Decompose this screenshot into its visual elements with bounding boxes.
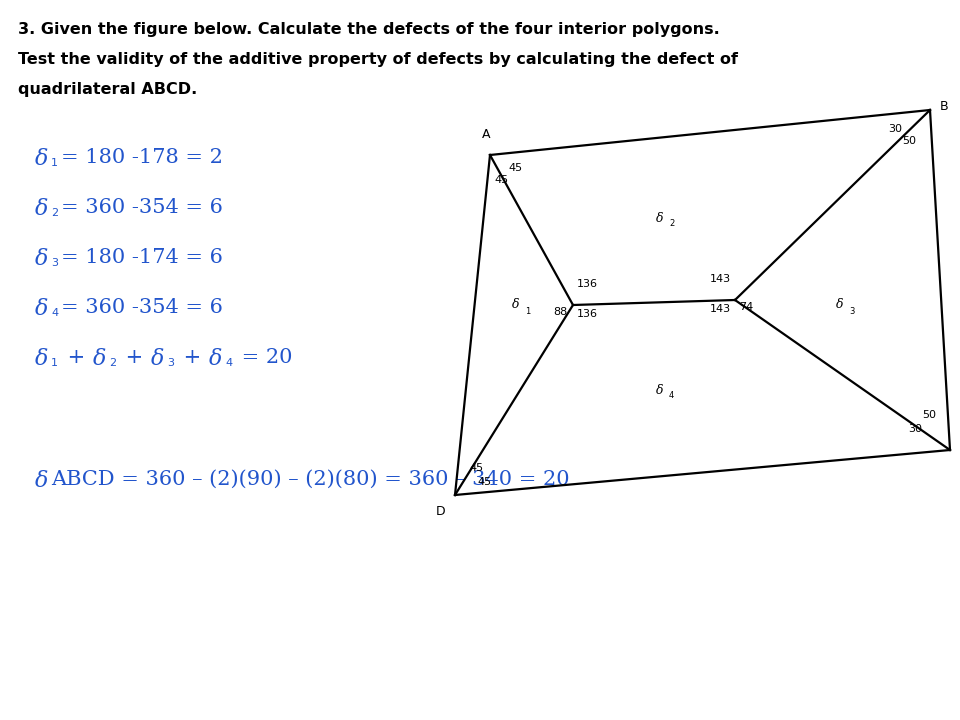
- Text: 3: 3: [51, 258, 58, 268]
- Text: 2: 2: [669, 220, 674, 228]
- Text: 45: 45: [469, 463, 483, 473]
- Text: δ: δ: [657, 384, 663, 397]
- Text: 45: 45: [508, 163, 522, 173]
- Text: δ: δ: [35, 298, 48, 320]
- Text: 1: 1: [51, 358, 58, 368]
- Text: δ: δ: [35, 470, 48, 492]
- Text: δ: δ: [35, 198, 48, 220]
- Text: = 360 -354 = 6: = 360 -354 = 6: [61, 298, 223, 317]
- Text: 143: 143: [709, 274, 731, 284]
- Text: 3: 3: [167, 358, 174, 368]
- Text: 136: 136: [577, 279, 598, 289]
- Text: δ: δ: [209, 348, 223, 370]
- Text: δ: δ: [513, 299, 519, 312]
- Text: 50: 50: [922, 410, 936, 420]
- Text: δ: δ: [35, 348, 48, 370]
- Text: ABCD = 360 – (2)(90) – (2)(80) = 360 – 340 = 20: ABCD = 360 – (2)(90) – (2)(80) = 360 – 3…: [51, 470, 569, 489]
- Text: = 180 -174 = 6: = 180 -174 = 6: [61, 248, 223, 267]
- Text: 30: 30: [888, 124, 902, 134]
- Text: +: +: [177, 348, 208, 367]
- Text: 1: 1: [525, 307, 530, 315]
- Text: 2: 2: [109, 358, 116, 368]
- Text: 30: 30: [908, 424, 922, 434]
- Text: 1: 1: [51, 158, 58, 168]
- Text: = 180 -178 = 2: = 180 -178 = 2: [61, 148, 223, 167]
- Text: 50: 50: [902, 136, 916, 146]
- Text: 4: 4: [51, 308, 59, 318]
- Text: δ: δ: [93, 348, 107, 370]
- Text: +: +: [61, 348, 92, 367]
- Text: 88: 88: [553, 307, 567, 317]
- Text: δ: δ: [151, 348, 164, 370]
- Text: δ: δ: [35, 248, 48, 270]
- Text: 4: 4: [669, 392, 674, 400]
- Text: δ: δ: [836, 299, 844, 312]
- Text: 45: 45: [477, 477, 492, 487]
- Text: 136: 136: [577, 309, 598, 319]
- Text: D: D: [436, 505, 445, 518]
- Text: 2: 2: [51, 208, 59, 218]
- Text: = 360 -354 = 6: = 360 -354 = 6: [61, 198, 223, 217]
- Text: 45: 45: [494, 175, 508, 185]
- Text: A: A: [482, 128, 491, 141]
- Text: 3. Given the figure below. Calculate the defects of the four interior polygons.: 3. Given the figure below. Calculate the…: [18, 22, 720, 37]
- Text: δ: δ: [657, 212, 663, 225]
- Text: 143: 143: [709, 304, 731, 314]
- Text: +: +: [119, 348, 150, 367]
- Text: 3: 3: [849, 307, 854, 315]
- Text: Test the validity of the additive property of defects by calculating the defect : Test the validity of the additive proper…: [18, 52, 738, 67]
- Text: B: B: [940, 99, 948, 112]
- Text: 74: 74: [739, 302, 754, 312]
- Text: 4: 4: [225, 358, 232, 368]
- Text: δ: δ: [35, 148, 48, 170]
- Text: quadrilateral ABCD.: quadrilateral ABCD.: [18, 82, 197, 97]
- Text: = 20: = 20: [235, 348, 293, 367]
